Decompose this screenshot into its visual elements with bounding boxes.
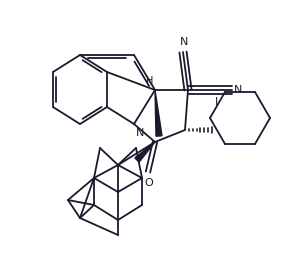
- Text: N: N: [136, 128, 144, 138]
- Text: N: N: [180, 37, 188, 47]
- Polygon shape: [135, 142, 155, 162]
- Text: H: H: [146, 76, 153, 86]
- Text: O: O: [145, 178, 153, 188]
- Text: N: N: [234, 85, 242, 95]
- Text: I: I: [215, 97, 219, 107]
- Polygon shape: [155, 90, 162, 136]
